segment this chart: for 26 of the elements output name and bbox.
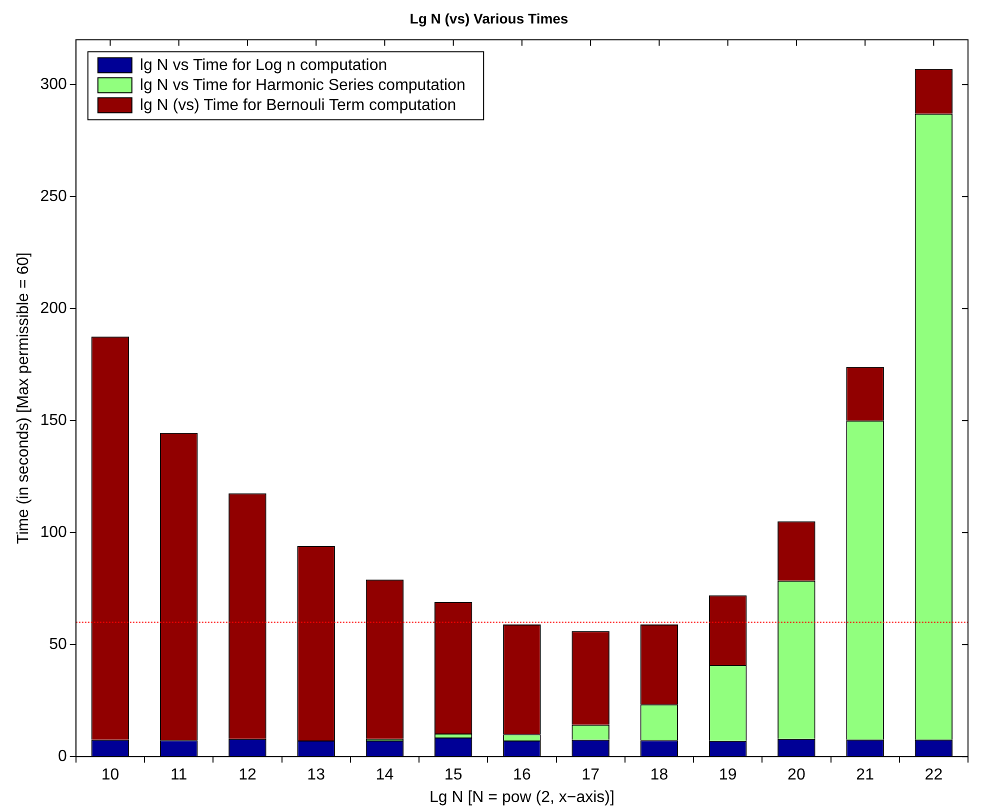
x-tick-label: 10: [101, 766, 120, 784]
x-tick-label: 18: [650, 766, 668, 784]
y-tick-label: 200: [40, 300, 67, 318]
x-tick-label: 11: [170, 766, 188, 784]
x-tick-label: 15: [444, 766, 462, 784]
legend-label: lg N (vs) Time for Bernouli Term computation: [140, 97, 456, 114]
chart-title: Lg N (vs) Various Times: [410, 10, 568, 26]
x-tick-label: 17: [582, 766, 600, 784]
y-axis-title: Time (in seconds) [Max permissible = 60]: [15, 252, 32, 544]
legend-label: lg N vs Time for Harmonic Series computation: [140, 77, 466, 94]
x-tick-label: 16: [513, 766, 531, 784]
y-tick-label: 150: [40, 412, 67, 430]
x-axis-title: Lg N [N = pow (2, x−axis)]: [429, 788, 614, 806]
y-tick-label: 100: [40, 524, 67, 542]
x-tick-label: 13: [307, 766, 326, 784]
y-tick-label: 50: [49, 636, 67, 654]
x-tick-label: 21: [856, 766, 874, 784]
x-tick-label: 22: [924, 766, 943, 784]
y-tick-label: 250: [40, 188, 67, 206]
x-tick-label: 20: [788, 766, 806, 784]
x-tick-label: 12: [238, 766, 256, 784]
x-tick-label: 19: [718, 766, 737, 784]
y-tick-label: 300: [40, 76, 67, 94]
legend-label: lg N vs Time for Log n computation: [140, 57, 388, 74]
y-tick-label: 0: [58, 748, 67, 766]
x-tick-label: 14: [376, 766, 394, 784]
